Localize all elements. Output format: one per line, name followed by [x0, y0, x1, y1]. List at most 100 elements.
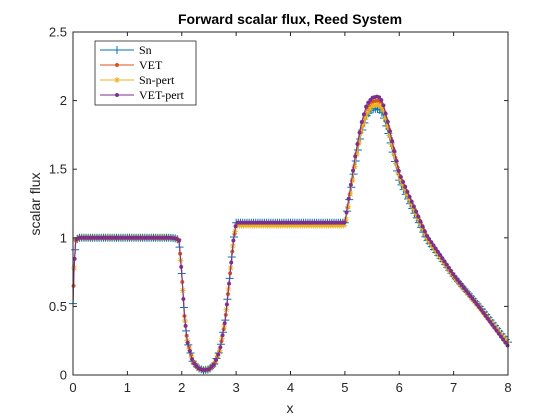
data-point-sn-pert	[390, 151, 397, 158]
data-point-vet-pert	[470, 296, 475, 301]
data-point-vet-pert	[418, 219, 423, 224]
x-tick-label: 3	[233, 380, 240, 395]
data-point-vet-pert	[342, 220, 347, 225]
data-point-vet-pert	[385, 119, 390, 124]
data-point-sn-pert	[392, 160, 399, 167]
y-tick-label: 1	[60, 230, 67, 245]
data-point-vet-pert	[479, 307, 484, 312]
data-point-vet-pert	[472, 299, 477, 304]
data-point-sn-pert	[340, 222, 347, 229]
data-point-vet-pert	[435, 249, 440, 254]
data-point-sn-pert	[366, 106, 373, 113]
data-point-sn-pert	[360, 122, 367, 129]
data-point-vet-pert	[344, 210, 349, 215]
data-point-vet-pert	[379, 98, 384, 103]
data-point-sn-pert	[401, 186, 408, 193]
legend-label-sn: Sn	[139, 43, 152, 57]
data-point-vet-pert	[359, 119, 364, 125]
data-point-vet-pert	[427, 236, 432, 242]
data-point-vet-pert	[366, 100, 371, 105]
data-point-vet-pert	[477, 305, 482, 310]
data-point-vet-pert	[451, 271, 456, 277]
data-point-vet-pert	[231, 238, 236, 243]
legend-marker-sn	[113, 46, 121, 54]
data-point-sn-pert	[382, 115, 389, 122]
data-point-vet-pert	[396, 168, 401, 173]
data-point-vet-pert	[185, 340, 190, 345]
data-point-vet-pert	[464, 288, 469, 293]
data-point-vet-pert	[383, 111, 388, 116]
data-point-vet-pert	[355, 142, 360, 147]
data-point-sn-pert	[412, 210, 419, 217]
legend-box	[94, 40, 197, 106]
x-tick-label: 7	[450, 380, 457, 395]
data-point-vet-pert	[437, 252, 443, 257]
data-point-vet-pert	[440, 256, 445, 261]
data-point-sn-pert	[371, 102, 378, 109]
x-tick-label: 6	[396, 380, 403, 395]
data-point-vet-pert	[377, 95, 382, 100]
y-tick-label: 0.5	[49, 299, 67, 314]
data-point-vet-pert	[490, 322, 495, 327]
data-point-vet-pert	[433, 246, 438, 251]
data-point-vet-pert	[179, 264, 184, 269]
x-tick-label: 5	[341, 380, 348, 395]
x-tick-label: 4	[287, 380, 294, 395]
data-point-vet-pert	[405, 189, 410, 194]
data-point-sn-pert	[345, 203, 352, 210]
y-tick-label: 2	[60, 93, 67, 108]
data-point-vet-pert	[461, 285, 467, 290]
series-vet-pert	[72, 94, 510, 373]
data-point-vet-pert	[498, 334, 503, 339]
data-point-vet-pert	[431, 243, 436, 248]
data-point-sn-pert	[351, 163, 358, 170]
data-point-vet-pert	[233, 224, 238, 229]
data-point-vet-pert	[492, 325, 497, 330]
data-point-vet-pert	[407, 194, 412, 199]
data-point-vet-pert	[222, 321, 227, 326]
data-point-sn-pert	[369, 103, 376, 110]
data-point-sn-pert	[384, 123, 391, 130]
data-point-vet-pert	[416, 214, 421, 219]
data-point-vet-pert	[187, 348, 192, 354]
data-point-vet-pert	[403, 184, 408, 189]
data-point-sn-pert	[364, 109, 371, 116]
data-point-vet-pert	[211, 362, 216, 367]
data-point-vet-pert	[455, 277, 460, 282]
chart-title: Forward scalar flux, Reed System	[178, 11, 402, 27]
data-point-vet-pert	[364, 104, 369, 109]
data-point-vet-pert	[468, 294, 473, 299]
data-point-vet-pert	[411, 204, 416, 209]
data-point-vet-pert	[501, 337, 506, 342]
data-point-vet-pert	[422, 229, 427, 234]
data-point-vet-pert	[387, 129, 393, 134]
data-point-vet-pert	[459, 283, 464, 288]
data-point-vet-pert	[442, 259, 447, 264]
data-point-sn-pert	[410, 205, 417, 212]
x-tick-label: 8	[504, 380, 511, 395]
data-point-vet-pert	[190, 357, 195, 362]
legend-marker-sn-pert	[114, 77, 120, 83]
data-point-vet-pert	[381, 103, 386, 108]
data-point-vet-pert	[466, 291, 471, 296]
data-point-vet-pert	[448, 268, 453, 273]
data-point-vet-pert	[218, 345, 223, 350]
data-point-sn-pert	[347, 190, 354, 197]
axis-ticks: 0 1 2 3 4 5 6 7 8 0 0.5 1 1.5 2 2.5	[49, 25, 512, 396]
data-point-vet-pert	[213, 357, 219, 362]
data-point-vet-pert	[401, 179, 406, 185]
data-point-vet-pert	[192, 361, 197, 366]
data-point-vet-pert	[453, 274, 458, 279]
y-axis-label: scalar flux	[27, 172, 43, 235]
data-point-vet-pert	[446, 265, 451, 270]
data-point-vet-pert	[494, 328, 499, 333]
data-point-vet-pert	[229, 260, 234, 265]
data-point-sn-pert	[397, 176, 404, 183]
series-line-vet-pert	[72, 95, 509, 371]
data-point-vet-pert	[424, 233, 430, 238]
data-point-vet-pert	[483, 313, 488, 318]
data-point-vet-pert	[496, 331, 501, 336]
data-point-vet-pert	[220, 333, 225, 338]
